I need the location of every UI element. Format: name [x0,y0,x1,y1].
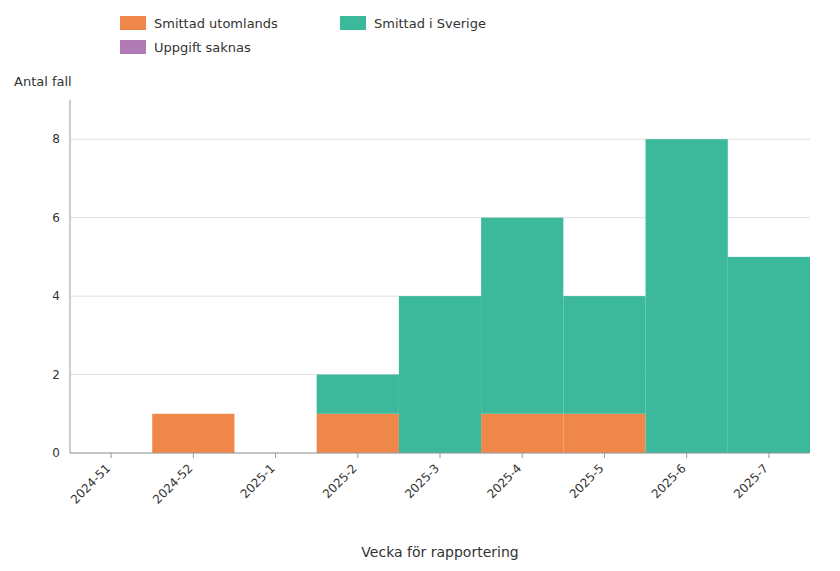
x-tick [440,453,441,458]
x-tick [357,453,358,458]
x-tick [111,453,112,458]
bar [399,296,481,297]
x-tick [686,453,687,458]
bar [481,217,563,218]
y-tick-label: 0 [52,446,60,460]
x-tick-label: 2024-52 [150,461,195,506]
legend-swatch [120,40,146,54]
y-tick-label: 8 [52,132,60,146]
x-tick-label: 2025-1 [238,461,278,501]
legend-label: Smittad utomlands [154,16,278,31]
bar [152,414,234,453]
chart: 0 2 4 6 8 2024-51 2024-52 2025-1 2025-2 2025-3 202… [0,0,840,571]
bar [481,414,563,453]
x-tick-label: 2025-5 [567,461,607,501]
legend-swatch [340,16,366,30]
x-tick-label: 2025-6 [649,461,689,501]
chart-container: 0 2 4 6 8 2024-51 2024-52 2025-1 2025-2 2025-3 202… [0,0,840,571]
y-axis-label: Antal fall [14,74,72,89]
bar [563,296,645,414]
legend-label: Uppgift saknas [154,40,251,55]
bar [152,413,234,414]
x-tick [193,453,194,458]
bar [317,375,399,414]
y-axis-line [70,100,71,453]
x-tick [275,453,276,458]
bars [152,139,810,453]
y-tick-label: 2 [52,368,60,382]
x-tick-label: 2025-4 [484,461,524,501]
legend: Smittad utomlands Smittad i Sverige Uppgif… [120,16,486,55]
bar [728,256,810,257]
legend-label: Smittad i Sverige [374,16,486,31]
bar [563,296,645,297]
y-tick-label: 4 [52,289,60,303]
bar [481,218,563,414]
bar [728,257,810,453]
x-tick-label: 2025-3 [402,461,442,501]
bar [646,139,728,453]
bar [563,414,645,453]
bar [317,414,399,453]
x-axis-label: Vecka för rapportering [361,544,518,560]
bar [399,296,481,453]
bar [152,413,234,414]
legend-swatch [120,16,146,30]
y-tick-label: 6 [52,211,60,225]
x-tick-label: 2024-51 [68,461,113,506]
x-tick-label: 2025-2 [320,461,360,501]
x-tick-label: 2025-7 [731,461,771,501]
x-tick [522,453,523,458]
grid [70,139,810,453]
bar [317,374,399,375]
x-tick [768,453,769,458]
x-tick [604,453,605,458]
bar [646,139,728,140]
